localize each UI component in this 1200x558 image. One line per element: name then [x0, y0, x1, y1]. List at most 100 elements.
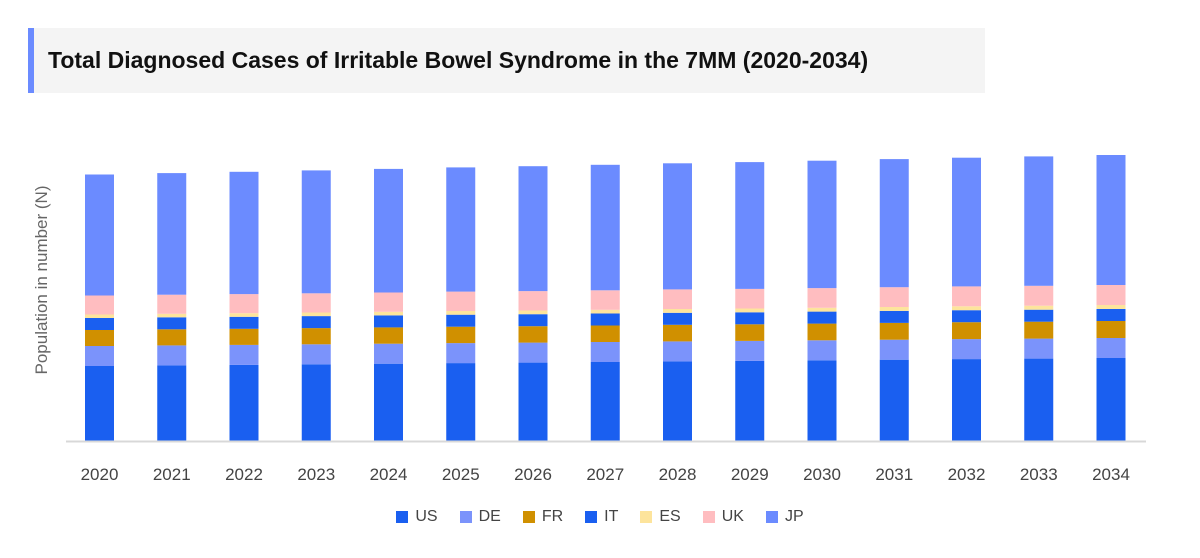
bar-segment-es-2020 [85, 314, 114, 318]
chart-title: Total Diagnosed Cases of Irritable Bowel… [48, 47, 869, 73]
bar-segment-de-2025 [446, 343, 476, 364]
bar-segment-it-2025 [446, 314, 476, 327]
bar-segment-jp-2021 [157, 173, 187, 295]
bar-segment-it-2030 [807, 311, 837, 324]
bar-segment-uk-2027 [590, 290, 620, 310]
x-tick-label: 2032 [948, 465, 986, 484]
bar-segment-fr-2027 [590, 325, 620, 342]
bar-segment-es-2022 [229, 313, 259, 317]
bar-segment-fr-2032 [952, 322, 981, 340]
bar-segment-it-2029 [735, 312, 765, 325]
bar-segment-us-2020 [85, 366, 114, 441]
bar-segment-us-2034 [1096, 358, 1126, 441]
bar-segment-de-2026 [518, 342, 548, 363]
bar-segment-de-2021 [157, 345, 187, 366]
legend-item-es[interactable]: ES [640, 508, 681, 526]
bar-segment-us-2021 [157, 365, 187, 441]
bar-segment-us-2026 [518, 362, 548, 441]
legend-swatch [459, 511, 472, 523]
legend-item-it[interactable]: IT [585, 508, 618, 526]
x-tick-label: 2034 [1092, 465, 1130, 484]
bar-segment-it-2021 [157, 317, 187, 330]
bar-segment-it-2032 [952, 310, 981, 323]
bar-segment-es-2030 [807, 307, 837, 312]
bar-segment-de-2030 [807, 340, 837, 361]
legend-swatch [396, 511, 409, 523]
x-tick-label: 2027 [586, 465, 624, 484]
legend-swatch [585, 511, 598, 523]
bar-segment-es-2028 [663, 309, 692, 313]
bar-segment-jp-2027 [590, 164, 620, 291]
legend-label: DE [478, 508, 501, 525]
bar-segment-fr-2022 [229, 328, 259, 345]
bar-segment-us-2033 [1024, 358, 1054, 441]
bar-segment-es-2033 [1024, 305, 1054, 310]
bar-segment-us-2023 [301, 364, 331, 441]
legend-item-uk[interactable]: UK [702, 508, 744, 526]
bar-segment-uk-2031 [879, 287, 909, 307]
bar-segment-it-2024 [374, 315, 403, 328]
bar-segment-it-2034 [1096, 309, 1126, 321]
legend-label: IT [604, 508, 619, 525]
bar-segment-it-2026 [518, 314, 548, 327]
bar-segment-jp-2031 [879, 159, 909, 288]
legend-swatch [702, 511, 715, 523]
legend-label: JP [784, 508, 804, 525]
bar-segment-fr-2021 [157, 329, 187, 346]
bar-segment-uk-2030 [807, 288, 837, 308]
bar-segment-jp-2026 [518, 166, 548, 292]
bar-segment-it-2031 [879, 310, 909, 323]
legend-item-fr[interactable]: FR [522, 508, 564, 526]
legend-swatch [522, 511, 535, 523]
bar-segment-uk-2032 [952, 286, 981, 307]
bar-segment-it-2020 [85, 318, 114, 330]
bar-segment-fr-2029 [735, 324, 765, 341]
bar-segment-fr-2024 [374, 327, 403, 344]
legend-item-de[interactable]: DE [459, 508, 501, 526]
x-tick-label: 2025 [442, 465, 480, 484]
legend-swatch [640, 511, 653, 523]
bar-segment-es-2026 [518, 310, 548, 315]
bar-segment-de-2028 [663, 341, 692, 362]
legend-item-us[interactable]: US [396, 508, 438, 526]
bar-segment-jp-2020 [85, 174, 114, 296]
bar-segment-us-2029 [735, 360, 765, 441]
title-accent-bar [28, 28, 34, 93]
bar-segment-fr-2026 [518, 326, 548, 343]
bar-segment-jp-2025 [446, 167, 476, 292]
bar-segment-es-2034 [1096, 305, 1126, 309]
x-tick-label: 2022 [225, 465, 263, 484]
bar-segment-de-2031 [879, 339, 909, 360]
bar-segment-fr-2020 [85, 330, 114, 346]
bar-segment-fr-2031 [879, 322, 909, 340]
legend-label: FR [541, 508, 564, 525]
bar-segment-fr-2030 [807, 323, 837, 341]
x-tick-label: 2033 [1020, 465, 1058, 484]
bar-segment-uk-2024 [374, 292, 403, 312]
bar-segment-jp-2033 [1024, 156, 1054, 286]
bar-segment-us-2028 [663, 361, 692, 441]
bar-segment-es-2029 [735, 308, 765, 313]
bar-segment-uk-2034 [1096, 285, 1126, 305]
bar-segment-de-2029 [735, 340, 765, 361]
bar-segment-us-2027 [590, 362, 620, 441]
bar-segment-uk-2025 [446, 291, 476, 311]
legend-item-jp[interactable]: JP [765, 508, 804, 526]
bar-segment-es-2021 [157, 313, 187, 318]
bar-segment-it-2033 [1024, 309, 1054, 322]
bar-segment-de-2024 [374, 343, 403, 364]
bar-segment-fr-2025 [446, 326, 476, 344]
bar-segment-de-2034 [1096, 338, 1126, 358]
bar-segment-de-2020 [85, 346, 114, 366]
legend-label: US [415, 508, 438, 525]
bar-segment-fr-2034 [1096, 321, 1126, 338]
bar-segment-jp-2030 [807, 160, 837, 289]
bar-segment-fr-2033 [1024, 321, 1054, 339]
bar-segment-jp-2029 [735, 162, 765, 289]
legend-label: ES [659, 508, 681, 525]
bar-segment-es-2032 [952, 306, 981, 311]
bar-segment-de-2027 [590, 342, 620, 362]
bar-segment-it-2022 [229, 316, 259, 329]
x-tick-label: 2021 [153, 465, 191, 484]
chart-plot: 2020 2021 2022 2023 2024 2025 2026 2027 2028 2029… [66, 155, 1146, 484]
